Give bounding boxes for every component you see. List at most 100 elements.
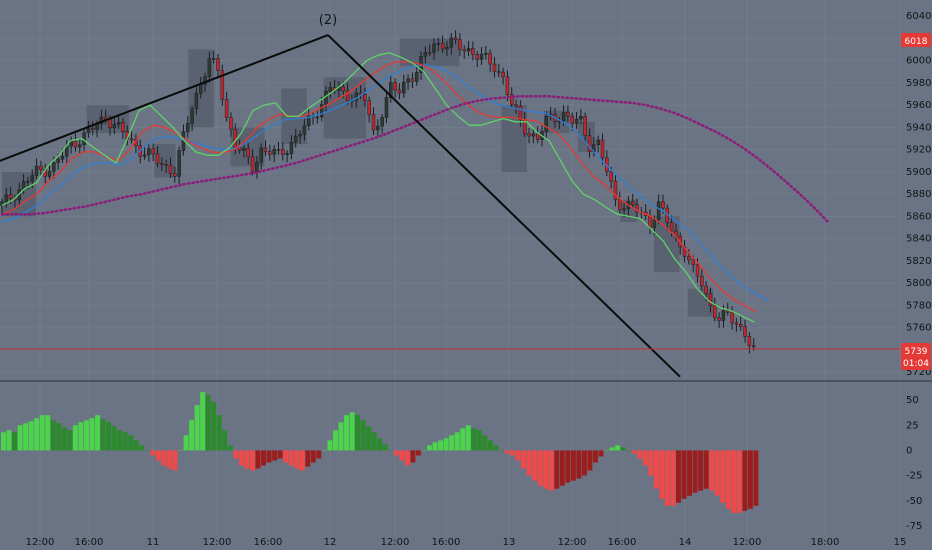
time-tick-label: 13: [503, 537, 516, 548]
histogram-bar: [34, 418, 40, 451]
trendlines[interactable]: [0, 34, 681, 378]
histogram-bar: [427, 445, 432, 451]
histogram-bar: [714, 450, 720, 496]
candle-body: [250, 156, 255, 172]
histogram-bar: [200, 392, 206, 451]
oscillator-tick-label: -75: [906, 521, 922, 532]
candle-body: [168, 164, 173, 174]
candle-body: [535, 133, 540, 140]
time-tick-label: 12:00: [381, 537, 410, 548]
candle-body: [108, 118, 112, 129]
histogram-bar: [521, 450, 527, 469]
histogram-bar: [144, 450, 150, 451]
candle-body: [738, 323, 743, 327]
histogram-bar: [122, 432, 128, 451]
price-tick-label: 6000: [906, 56, 931, 67]
oscillator-tick-label: 25: [906, 420, 919, 431]
histogram-bar: [504, 450, 510, 454]
histogram-bar: [227, 445, 233, 451]
candle-body: [8, 194, 13, 200]
histogram-bar: [637, 450, 643, 459]
countdown-timer: 01:04: [903, 359, 929, 369]
histogram-bar: [653, 450, 659, 489]
histogram-bar: [178, 450, 183, 451]
candle-body: [458, 39, 462, 50]
candle-body: [661, 201, 665, 209]
candle-body: [103, 116, 108, 120]
ma-red-line: [1, 61, 757, 313]
candle-body: [4, 194, 9, 203]
time-axis: 12:00 16:00 11 12:00 16:00 12 12:00 16:00 13 12:0…: [26, 537, 907, 548]
candle-body: [566, 112, 570, 117]
candle-body: [414, 72, 419, 82]
histogram-bar: [559, 450, 565, 486]
price-tick-label: 5880: [906, 189, 931, 200]
price-tick-label: 5800: [906, 278, 931, 289]
candle-body: [112, 123, 117, 129]
histogram-bar: [78, 422, 84, 451]
candle-body: [358, 92, 363, 95]
histogram-bar: [631, 450, 637, 454]
candle-body: [289, 141, 294, 154]
oscillator-tick-label: 50: [906, 395, 919, 406]
candle-body: [376, 125, 380, 131]
histogram-bar: [338, 422, 344, 451]
candle-body: [363, 94, 367, 101]
candle-body: [160, 163, 164, 165]
histogram-bar: [288, 450, 294, 466]
candle-body: [717, 317, 721, 321]
candle-body: [570, 115, 574, 124]
histogram-bar: [609, 447, 615, 451]
histogram-bar: [648, 450, 654, 476]
histogram-bar: [261, 450, 266, 466]
high-price-badge: 6018: [901, 33, 931, 47]
histogram-bar: [576, 450, 582, 479]
candle-body: [652, 219, 657, 228]
range-box: [501, 105, 527, 172]
time-tick-label: 15: [894, 537, 907, 548]
candle-body: [263, 147, 268, 152]
candle-body: [427, 52, 432, 54]
candle-body: [147, 148, 151, 156]
histogram-bar: [327, 440, 333, 451]
histogram-bar: [399, 450, 405, 461]
histogram-bar: [747, 450, 753, 509]
time-tick-label: 16:00: [432, 537, 461, 548]
histogram-bar: [581, 450, 587, 476]
candle-body: [479, 54, 484, 60]
candle-body: [203, 76, 207, 85]
price-tick-label: 5760: [906, 323, 931, 334]
time-tick-label: 12:00: [26, 537, 55, 548]
candle-body: [402, 81, 406, 94]
candle-body: [207, 58, 212, 77]
candle-body: [367, 100, 371, 116]
time-tick-label: 16:00: [608, 537, 637, 548]
candle-body: [505, 76, 510, 95]
candle-body: [345, 90, 350, 102]
candle-body: [224, 99, 229, 118]
histogram-bar: [465, 425, 471, 451]
histogram-bar: [476, 430, 482, 451]
candle-body: [47, 171, 52, 177]
candle-body: [471, 48, 475, 55]
histogram-bar: [681, 450, 687, 499]
histogram-bar: [659, 450, 665, 499]
histogram-bar: [487, 440, 493, 451]
histogram-bar: [670, 450, 676, 506]
histogram-bar: [687, 450, 693, 496]
time-tick-label: 12: [324, 537, 337, 548]
candle-body: [73, 140, 78, 148]
histogram-bar: [233, 450, 239, 459]
candle-body: [194, 92, 199, 109]
histogram-bar: [61, 427, 67, 451]
histogram-bar: [432, 442, 438, 451]
histogram-bar: [703, 450, 709, 489]
price-tick-label: 5780: [906, 300, 931, 311]
histogram-bar: [698, 450, 704, 491]
candle-body: [622, 208, 626, 211]
candle-body: [90, 128, 95, 130]
histogram-bar: [83, 420, 89, 451]
histogram-bar: [305, 450, 311, 467]
candle-body: [510, 94, 514, 105]
